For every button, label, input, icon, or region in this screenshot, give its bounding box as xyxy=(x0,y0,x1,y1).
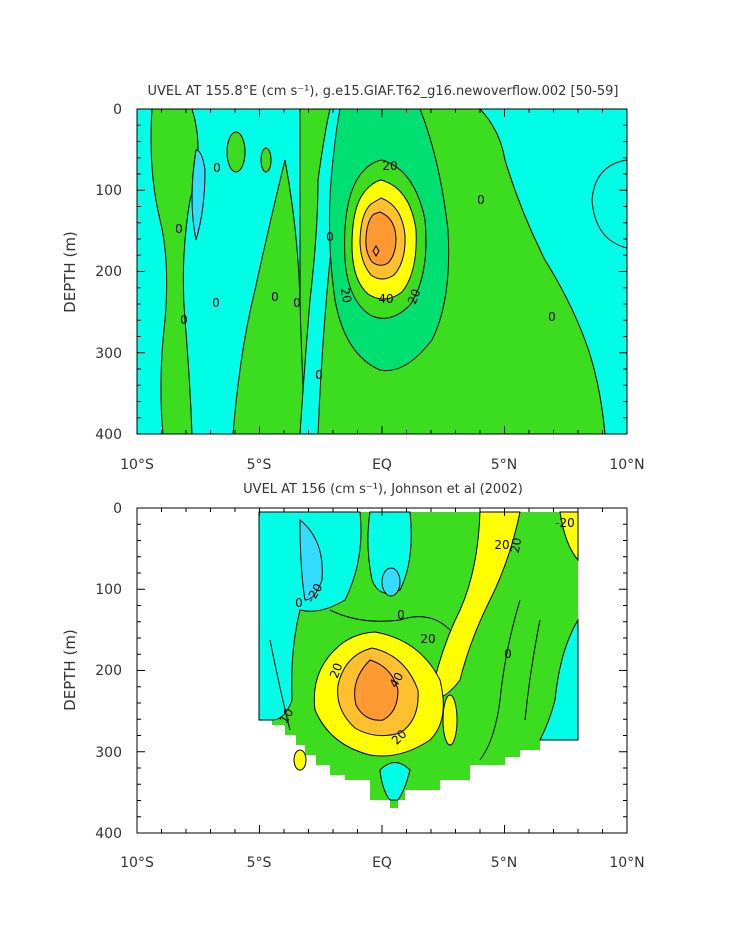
panel-1-cyan-east xyxy=(591,159,627,249)
y-tick-label: 300 xyxy=(95,745,122,761)
contour-label: 0 xyxy=(180,313,188,327)
panel-1-y-tick-labels: 0 100 200 300 400 xyxy=(95,102,122,443)
panel-2-cyan-bottom xyxy=(379,762,411,801)
contour-label: -20 xyxy=(555,516,575,530)
panel-1-title: UVEL AT 155.8°E (cm s⁻¹), g.e15.GIAF.T62… xyxy=(148,84,619,99)
x-tick-label: 10°N xyxy=(609,855,644,871)
panel-2-contour-line xyxy=(269,639,291,731)
y-tick-label: 0 xyxy=(113,102,122,118)
panel-1-contour-labels: 0 0 0 0 0 0 0 0 0 0 20 20 20 40 xyxy=(175,159,556,382)
panel-2-contour-40 xyxy=(354,659,399,721)
panel-1-green-west xyxy=(150,109,199,434)
contour-label: 20 xyxy=(327,661,345,680)
panel-2-cyan-east xyxy=(539,618,579,741)
panel-1-green-blob-2 xyxy=(260,147,272,173)
panel-2-yellow-blob-2 xyxy=(293,749,307,771)
panel-2: UVEL AT 156 (cm s⁻¹), Johnson et al (200… xyxy=(61,482,645,871)
y-tick-label: 100 xyxy=(95,183,122,199)
contour-label: 0 xyxy=(295,596,303,610)
panel-2-x-tick-labels: 10°S 5°S EQ 5°N 10°N xyxy=(120,855,645,871)
y-tick-label: 200 xyxy=(95,663,122,679)
contour-label: 10 xyxy=(277,706,297,726)
contour-label: 20 xyxy=(338,287,354,304)
contour-label: 20 xyxy=(382,159,397,173)
panel-2-y-tick-labels: 0 100 200 300 400 xyxy=(95,501,122,842)
contour-label: 20 xyxy=(405,287,423,306)
panel-1: UVEL AT 155.8°E (cm s⁻¹), g.e15.GIAF.T62… xyxy=(61,84,645,473)
panel-2-cyan-mid xyxy=(299,518,323,601)
contour-label: 20 xyxy=(508,537,524,554)
panel-1-ticks xyxy=(136,108,628,435)
x-tick-label: 5°N xyxy=(491,457,517,473)
y-tick-label: 0 xyxy=(113,501,122,517)
panel-1-y-axis-label: DEPTH (m) xyxy=(61,231,79,313)
contour-label: 0 xyxy=(477,193,485,207)
y-tick-label: 400 xyxy=(95,826,122,842)
panel-2-yellow-ne xyxy=(559,511,579,562)
x-tick-label: 5°N xyxy=(491,855,517,871)
contour-label: 0 xyxy=(397,608,405,622)
panel-2-contour-line xyxy=(329,609,451,631)
contour-label: 0 xyxy=(504,647,512,661)
contour-label: 0 xyxy=(315,368,323,382)
x-tick-label: EQ xyxy=(372,855,392,871)
y-tick-label: 100 xyxy=(95,582,122,598)
contour-label: 0 xyxy=(271,290,279,304)
contour-label: 40 xyxy=(378,292,393,306)
x-tick-label: EQ xyxy=(372,457,392,473)
panel-2-cyan-blob xyxy=(381,567,401,597)
contour-label: 20 xyxy=(420,632,435,646)
x-tick-label: 5°S xyxy=(247,855,272,871)
x-tick-label: 5°S xyxy=(247,457,272,473)
contour-label: 0 xyxy=(548,310,556,324)
panel-2-contour-line xyxy=(524,619,541,721)
contour-label: 20 xyxy=(494,538,509,552)
panel-2-title: UVEL AT 156 (cm s⁻¹), Johnson et al (200… xyxy=(243,482,523,497)
panel-2-ticks xyxy=(136,507,628,834)
panel-2-y-axis-label: DEPTH (m) xyxy=(61,629,79,711)
contour-label: 0 xyxy=(326,230,334,244)
panel-1-green-strip xyxy=(232,159,307,434)
panel-1-green-blob-1 xyxy=(226,131,246,173)
panel-2-field xyxy=(258,511,579,808)
panel-2-yellow-blob-1 xyxy=(442,694,458,746)
y-tick-label: 200 xyxy=(95,264,122,280)
x-tick-label: 10°S xyxy=(120,457,154,473)
panel-2-yellow-east xyxy=(429,511,521,701)
x-tick-label: 10°N xyxy=(609,457,644,473)
contour-label: 0 xyxy=(293,296,301,310)
contour-label: 0 xyxy=(212,296,220,310)
panel-1-core-marker xyxy=(372,245,380,257)
x-tick-label: 10°S xyxy=(120,855,154,871)
panel-1-x-tick-labels: 10°S 5°S EQ 5°N 10°N xyxy=(120,457,645,473)
contour-label: 0 xyxy=(213,161,221,175)
panel-1-cyan-blob xyxy=(191,149,206,241)
y-tick-label: 300 xyxy=(95,346,122,362)
panel-2-contour-line xyxy=(479,599,521,761)
contour-label: 40 xyxy=(387,670,407,690)
y-tick-label: 400 xyxy=(95,427,122,443)
contour-label: 0 xyxy=(175,222,183,236)
panel-1-field xyxy=(137,109,627,434)
